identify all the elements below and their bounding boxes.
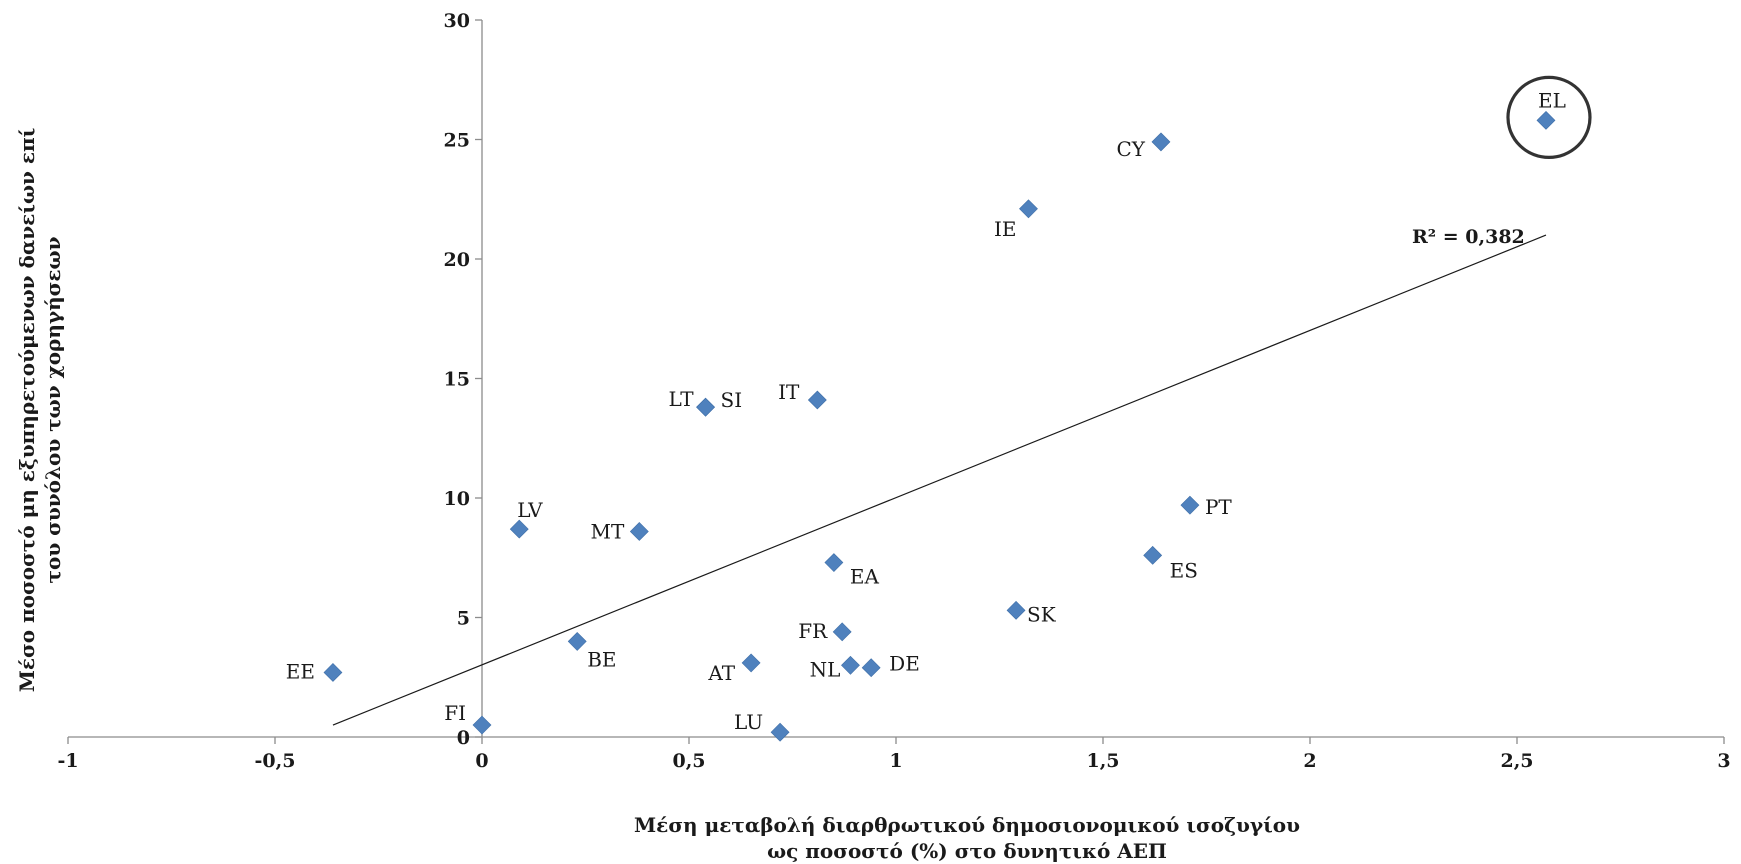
data-point-ee [323,663,343,682]
point-label-cy: CY [1116,137,1145,161]
x-axis-title-line-2: ως ποσοστό (%) στο δυνητικό ΑΕΠ [767,839,1167,863]
data-point-ie [1019,199,1038,219]
x-tick-label: 0 [475,750,488,772]
y-axis-title-line-2: του συνόλου των χορηγήσεων [41,236,65,583]
x-tick-label: -1 [57,750,78,772]
highlight-circle [1506,75,1592,159]
x-tick-label: 2,5 [1500,750,1533,772]
data-point-pt [1180,495,1200,515]
point-label-si: SI [721,388,743,412]
point-label-lt: LT [669,387,695,411]
data-point-el [1536,110,1556,130]
point-label-sk: SK [1027,602,1057,626]
data-point-si [696,397,715,417]
data-point-fi [472,715,492,735]
y-tick-label: 10 [444,488,470,510]
x-tick-label: 1,5 [1086,750,1119,772]
y-tick-label: 0 [457,727,470,749]
x-tick-label: 3 [1717,750,1730,772]
point-label-nl: NL [810,657,841,681]
y-tick-label: 30 [444,10,470,32]
point-label-it: IT [778,380,800,404]
x-axis-title-line-1: Μέση μεταβολή διαρθρωτικού δημοσιονομικο… [634,813,1300,837]
point-label-mt: MT [590,519,624,543]
point-label-be: BE [587,647,616,671]
data-point-at [741,653,761,673]
data-point-fr [832,622,852,642]
point-label-fr: FR [798,619,828,643]
data-point-lv [509,519,529,539]
point-labels-layer: EL CY IE IT LT SI PT LV MT ES EA SK FR BE AT NL DE EE FI LU [286,88,1566,734]
y-tick-label: 25 [444,130,470,152]
y-tick-label: 20 [444,249,470,271]
point-label-at: AT [707,661,735,685]
point-label-ee: EE [286,659,315,683]
data-point-cy [1151,132,1171,152]
r-squared-label: R² = 0,382 [1412,226,1525,248]
point-label-es: ES [1170,558,1198,582]
point-label-lu: LU [734,710,763,734]
x-tick-label: -0,5 [255,750,296,772]
data-point-de [861,658,881,678]
point-label-lv: LV [517,498,543,522]
point-label-ea: EA [850,565,880,589]
point-label-fi: FI [444,701,466,725]
point-label-el: EL [1538,88,1566,112]
point-label-pt: PT [1205,495,1232,519]
y-tick-label: 5 [457,608,470,630]
trendline-layer [332,234,1547,726]
data-point-ea [824,553,844,572]
data-point-lu [770,722,790,742]
point-label-de: DE [889,652,920,676]
point-label-ie: IE [994,217,1017,241]
y-tick-label: 15 [444,369,470,391]
x-tick-label: 2 [1303,750,1316,772]
points-layer [323,75,1592,742]
trendline [332,234,1547,726]
y-axis-title-line-1: Μέσο ποσοστό μη εξυπηρετούμενων δανείων … [15,128,39,693]
data-point-mt [629,522,649,541]
x-tick-label: 1 [889,750,902,772]
data-point-nl [841,655,860,675]
data-point-es [1143,545,1163,565]
data-point-it [807,390,827,410]
data-point-be [567,631,587,651]
x-tick-label: 0,5 [672,750,705,772]
data-point-sk [1006,600,1026,620]
